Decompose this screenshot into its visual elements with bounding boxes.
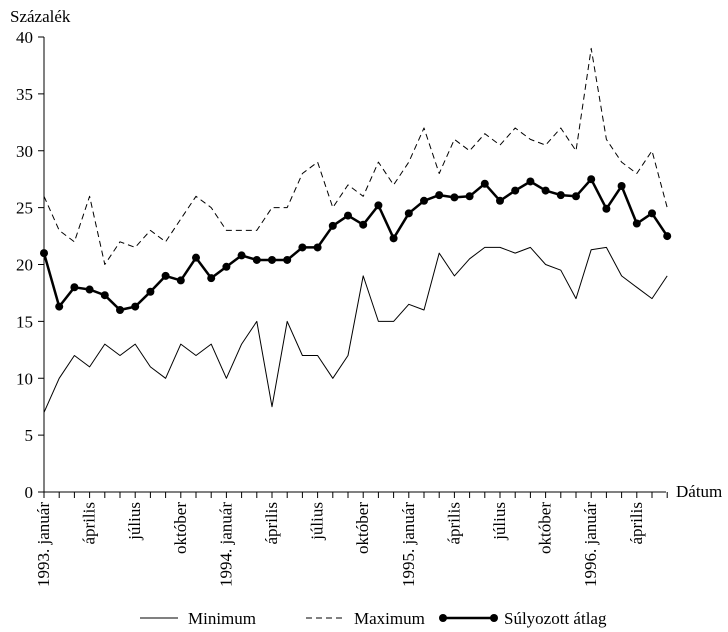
data-point-sulyozott-atlag — [313, 243, 322, 252]
data-point-sulyozott-atlag — [617, 182, 626, 191]
data-point-sulyozott-atlag — [374, 201, 383, 210]
x-tick-label: július — [308, 502, 327, 541]
data-point-sulyozott-atlag — [632, 219, 641, 228]
data-point-sulyozott-atlag — [450, 193, 459, 202]
series-line-minimum — [43, 246, 668, 413]
data-point-sulyozott-atlag — [663, 232, 672, 241]
y-ticks: 0 5 10 15 20 25 30 35 40 — [16, 28, 44, 502]
y-tick-label: 10 — [16, 369, 33, 388]
legend-item-minimum: Minimum — [140, 609, 256, 628]
data-point-sulyozott-atlag — [526, 177, 535, 186]
data-point-sulyozott-atlag — [602, 204, 611, 213]
data-point-sulyozott-atlag — [359, 220, 368, 229]
x-tick-label: április — [444, 502, 463, 545]
x-tick-label: április — [627, 502, 646, 545]
y-tick-label: 0 — [25, 483, 34, 502]
data-point-sulyozott-atlag — [404, 209, 413, 218]
data-point-sulyozott-atlag — [161, 271, 170, 280]
data-point-sulyozott-atlag — [192, 253, 200, 262]
data-point-sulyozott-atlag — [207, 274, 216, 283]
x-ticks: 1993. január április július október 1994. ja… — [34, 492, 668, 587]
legend-label: Maximum — [354, 609, 425, 628]
data-point-sulyozott-atlag — [389, 234, 398, 243]
y-tick-label: 40 — [16, 28, 33, 47]
y-tick-label: 5 — [25, 426, 34, 445]
data-point-sulyozott-atlag — [511, 186, 520, 195]
legend-item-sulyozott-atlag: Súlyozott átlag — [439, 609, 607, 628]
data-point-sulyozott-atlag — [587, 175, 596, 184]
data-point-sulyozott-atlag — [556, 191, 565, 200]
data-point-sulyozott-atlag — [480, 179, 489, 188]
legend-item-maximum: Maximum — [306, 609, 425, 628]
legend-label: Minimum — [188, 609, 256, 628]
data-point-sulyozott-atlag — [116, 306, 124, 314]
data-point-sulyozott-atlag — [496, 196, 504, 205]
data-point-sulyozott-atlag — [541, 186, 550, 195]
x-tick-label: október — [353, 502, 372, 554]
data-point-sulyozott-atlag — [100, 291, 109, 300]
x-tick-label: július — [125, 502, 144, 541]
data-point-sulyozott-atlag — [176, 276, 185, 285]
x-tick-label: október — [536, 502, 555, 554]
data-point-sulyozott-atlag — [70, 283, 79, 292]
y-axis-label: Százalék — [10, 7, 71, 26]
y-tick-label: 15 — [16, 312, 33, 331]
data-point-sulyozott-atlag — [420, 196, 428, 205]
x-tick-label: 1996. január — [581, 502, 600, 587]
x-tick-label: április — [80, 502, 99, 545]
x-tick-label: október — [171, 502, 190, 554]
data-point-sulyozott-atlag — [328, 221, 337, 230]
x-axis-label: Dátum — [676, 482, 722, 501]
y-tick-label: 30 — [16, 142, 33, 161]
data-point-sulyozott-atlag — [55, 302, 64, 311]
data-point-sulyozott-atlag — [222, 262, 231, 271]
data-point-sulyozott-atlag — [85, 285, 94, 294]
x-tick-label: 1995. január — [399, 502, 418, 587]
legend: Minimum Maximum Súlyozott átlag — [140, 609, 607, 628]
data-point-sulyozott-atlag — [283, 255, 292, 264]
data-point-sulyozott-atlag — [252, 255, 261, 264]
axes — [43, 37, 666, 493]
data-point-sulyozott-atlag — [572, 192, 580, 201]
data-point-sulyozott-atlag — [268, 255, 276, 264]
series-markers — [40, 175, 672, 314]
x-tick-label: 1993. január — [34, 502, 53, 587]
x-tick-label: július — [490, 502, 509, 541]
x-tick-label: 1994. január — [216, 502, 235, 587]
data-point-sulyozott-atlag — [435, 191, 444, 200]
data-point-sulyozott-atlag — [465, 192, 474, 201]
data-point-sulyozott-atlag — [298, 243, 307, 252]
y-tick-label: 25 — [16, 199, 33, 218]
data-point-sulyozott-atlag — [146, 287, 155, 296]
y-tick-label: 35 — [16, 85, 33, 104]
data-point-sulyozott-atlag — [237, 251, 246, 260]
data-point-sulyozott-atlag — [131, 302, 140, 311]
legend-label: Súlyozott átlag — [504, 609, 607, 628]
data-point-sulyozott-atlag — [344, 211, 352, 220]
data-point-sulyozott-atlag — [40, 249, 48, 258]
legend-marker — [439, 614, 447, 622]
x-tick-label: április — [262, 502, 281, 545]
legend-marker — [490, 614, 498, 622]
data-point-sulyozott-atlag — [648, 209, 656, 218]
y-tick-label: 20 — [16, 256, 33, 275]
series-line-maximum — [43, 47, 668, 265]
series-lines — [42, 47, 669, 413]
